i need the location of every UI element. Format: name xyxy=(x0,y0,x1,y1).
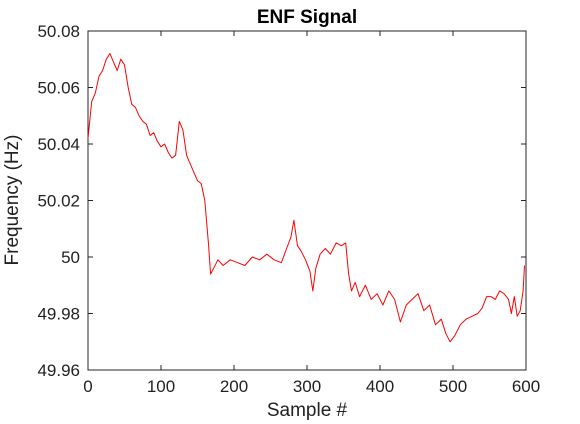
x-tick-label: 100 xyxy=(147,377,175,396)
chart-title: ENF Signal xyxy=(257,7,357,28)
series-line xyxy=(87,53,525,343)
x-tick-label: 600 xyxy=(512,377,540,396)
series-group xyxy=(87,53,525,343)
y-tick-label: 50.08 xyxy=(37,22,80,41)
x-tick-label: 300 xyxy=(293,377,321,396)
x-tick-label: 0 xyxy=(83,377,92,396)
y-tick-label: 49.98 xyxy=(37,305,80,324)
y-axis: 49.96 49.98 50 50.02 50.04 50.06 50.08 xyxy=(37,22,526,380)
y-tick-label: 50 xyxy=(61,248,80,267)
y-axis-label: Frequency (Hz) xyxy=(2,135,23,266)
x-tick-label: 500 xyxy=(439,377,467,396)
x-axis: 0 100 200 300 400 500 600 xyxy=(83,31,540,396)
x-axis-label: Sample # xyxy=(267,400,348,421)
y-tick-label: 50.06 xyxy=(37,79,80,98)
y-tick-label: 50.02 xyxy=(37,192,80,211)
y-tick-label: 49.96 xyxy=(37,361,80,380)
x-tick-label: 400 xyxy=(366,377,394,396)
y-tick-label: 50.04 xyxy=(37,135,80,154)
plot-area xyxy=(87,30,527,371)
x-tick-label: 200 xyxy=(220,377,248,396)
